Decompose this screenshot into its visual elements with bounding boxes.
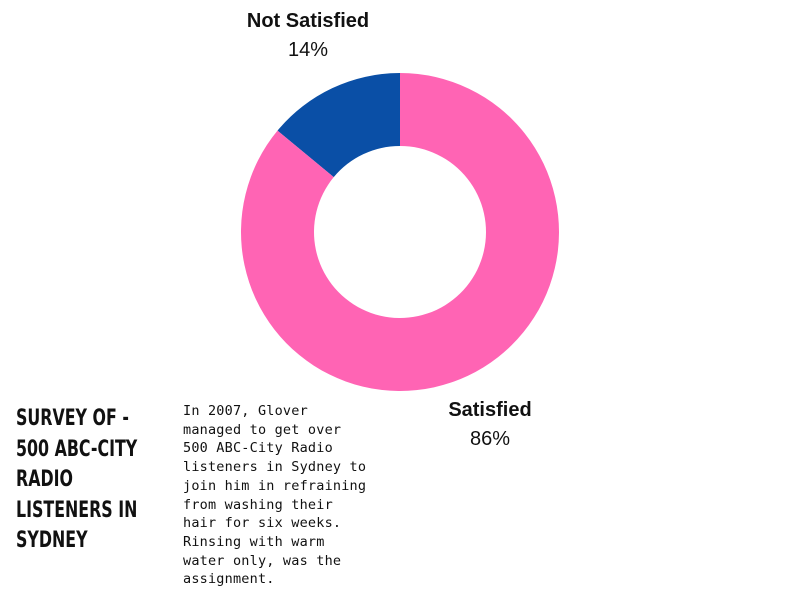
slice-percent-satisfied: 86%	[469, 428, 511, 450]
description-line: from washing their	[183, 496, 333, 513]
description-line: join him in refraining	[183, 477, 367, 494]
description-line: managed to get over	[183, 421, 342, 438]
description-line: listeners in Sydney to	[183, 459, 367, 476]
donut-slice-not-satisfied	[277, 73, 400, 178]
description-line: Rinsing with warm	[183, 533, 325, 550]
description-line: In 2007, Glover	[183, 403, 308, 419]
slice-label-not-satisfied: Not Satisfied 14%	[208, 9, 408, 63]
slice-name-satisfied: Satisfied	[448, 399, 532, 421]
survey-title-line: LISTENERS IN	[16, 497, 138, 523]
description-line: water only, was the	[183, 552, 342, 569]
survey-title: SURVEY OF - 500 ABC-CITY RADIO LISTENERS…	[16, 404, 138, 557]
description-line: 500 ABC-City Radio	[183, 440, 333, 457]
slice-name-not-satisfied: Not Satisfied	[246, 10, 370, 32]
donut-slice-satisfied	[241, 73, 560, 391]
slice-label-satisfied: Satisfied 86%	[390, 398, 590, 452]
survey-title-line: SURVEY OF -	[16, 406, 129, 431]
survey-title-line: SYDNEY	[16, 528, 88, 553]
slice-percent-not-satisfied: 14%	[287, 39, 329, 61]
survey-title-line: RADIO	[16, 467, 73, 492]
survey-title-line: 500 ABC-CITY	[16, 436, 138, 462]
survey-description: In 2007, Glover managed to get over 500 …	[183, 402, 383, 589]
description-line: hair for six weeks.	[183, 515, 342, 532]
description-line: assignment.	[183, 571, 275, 588]
